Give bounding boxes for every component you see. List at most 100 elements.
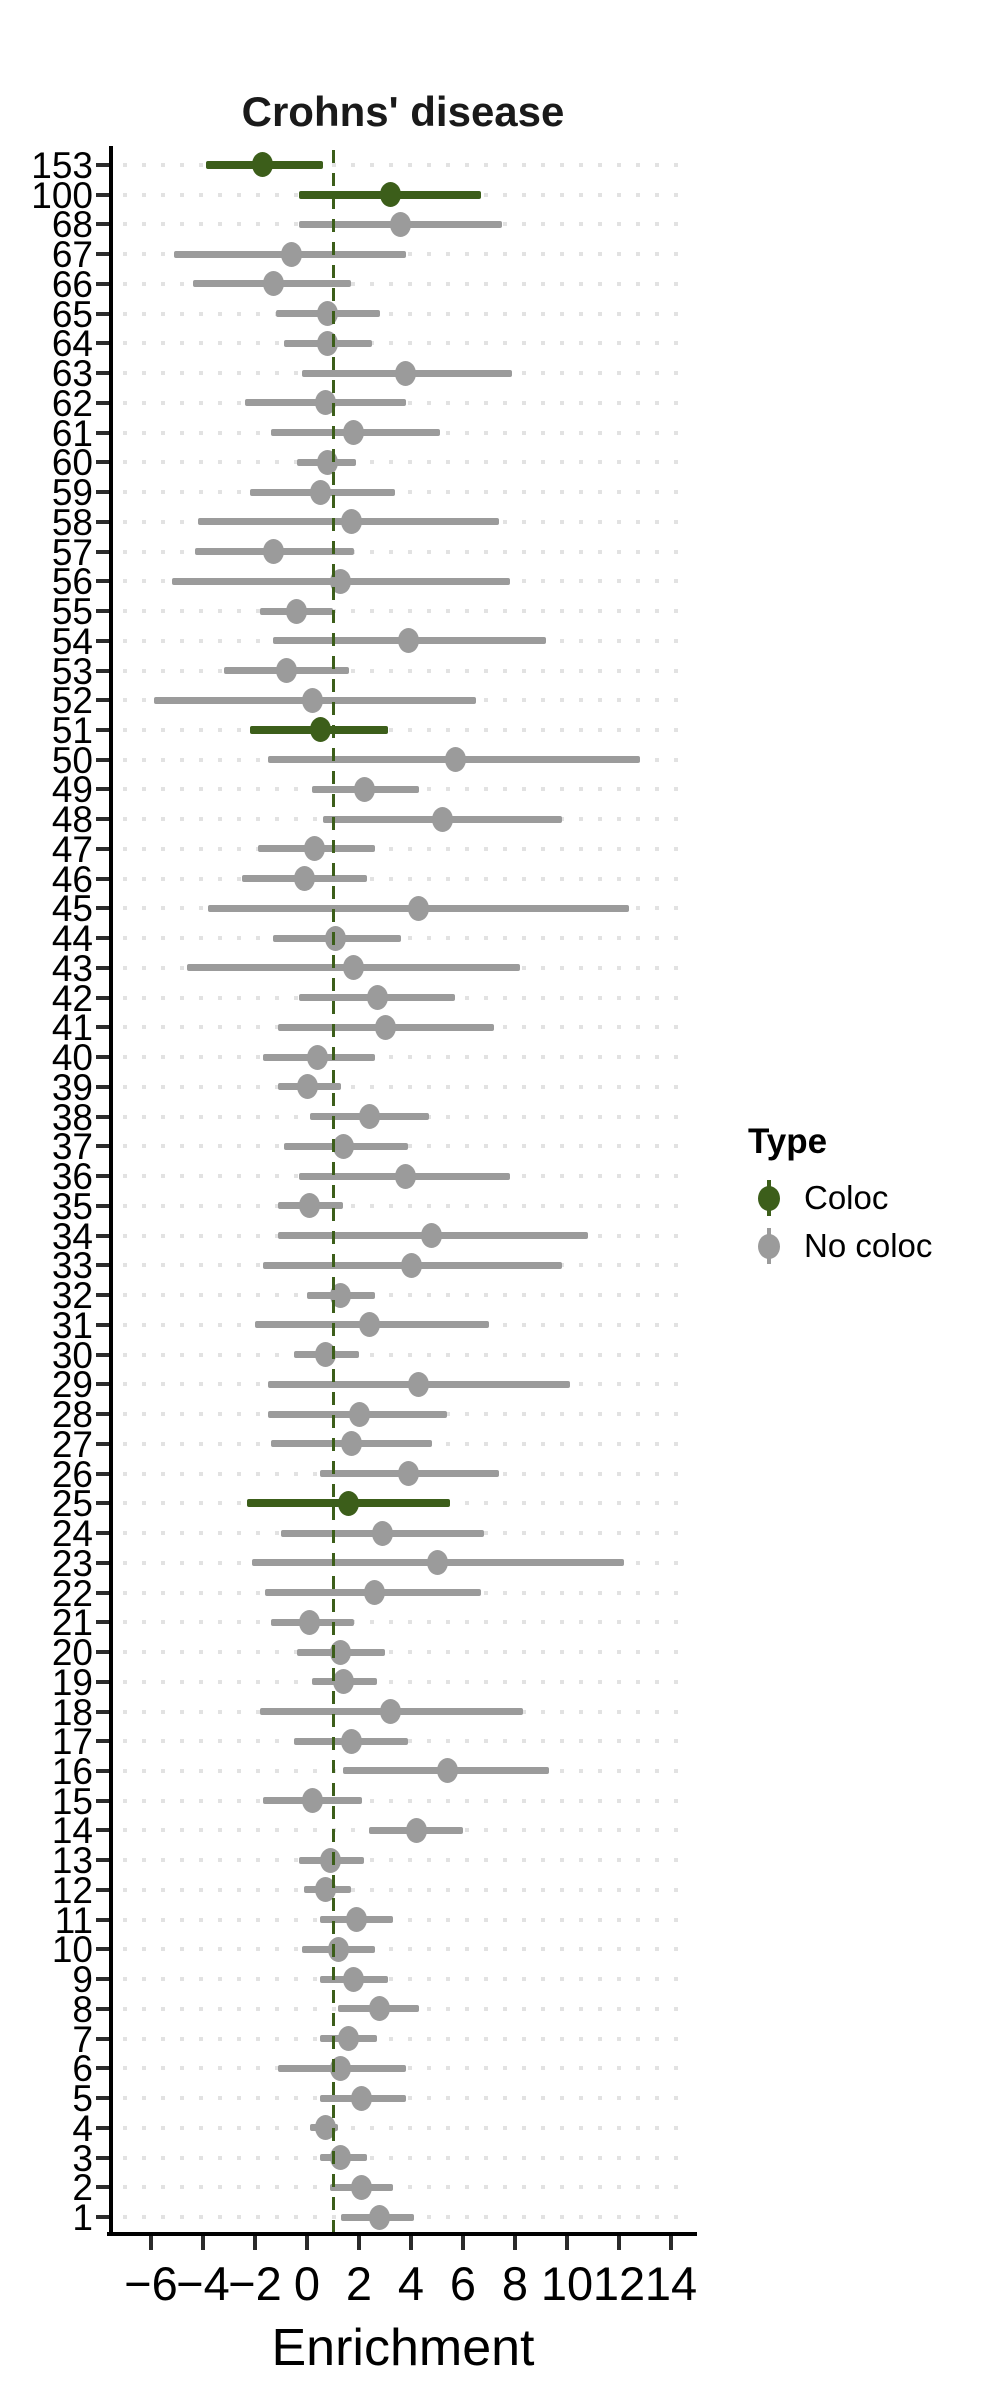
y-tick bbox=[96, 698, 109, 703]
point-estimate bbox=[408, 895, 430, 921]
grid-line bbox=[123, 609, 689, 613]
grid-line bbox=[123, 2066, 689, 2071]
y-axis-label: 32 bbox=[51, 1275, 93, 1317]
y-tick bbox=[96, 995, 109, 1000]
y-axis-label: 31 bbox=[51, 1304, 93, 1346]
y-tick bbox=[96, 2155, 109, 2160]
y-tick bbox=[96, 1293, 109, 1298]
x-tick-label: 8 bbox=[501, 2257, 529, 2310]
point-estimate bbox=[301, 1788, 323, 1814]
point-estimate bbox=[369, 2204, 391, 2230]
y-axis-label: 50 bbox=[51, 739, 93, 781]
y-tick bbox=[96, 1055, 109, 1060]
grid-line bbox=[123, 1887, 689, 1892]
y-axis-label: 66 bbox=[51, 263, 93, 305]
point-estimate bbox=[299, 1193, 321, 1219]
y-tick bbox=[96, 252, 109, 257]
grid-line bbox=[123, 936, 689, 941]
point-estimate bbox=[343, 420, 365, 446]
y-axis-label: 9 bbox=[72, 1959, 93, 2001]
point-estimate bbox=[330, 568, 352, 594]
coloc-key-dot bbox=[758, 1186, 780, 1211]
x-axis-line bbox=[107, 2232, 697, 2236]
y-tick bbox=[96, 1412, 109, 1417]
y-tick bbox=[96, 1263, 109, 1268]
point-estimate bbox=[314, 390, 336, 416]
point-estimate bbox=[317, 330, 339, 356]
y-axis-label: 59 bbox=[51, 472, 93, 514]
grid-line bbox=[123, 1798, 689, 1803]
grid-line bbox=[123, 1620, 689, 1625]
y-axis-label: 27 bbox=[51, 1423, 93, 1465]
legend-item-no-coloc: No coloc bbox=[748, 1226, 988, 1266]
x-tick bbox=[565, 2236, 569, 2250]
y-axis-label: 26 bbox=[51, 1453, 93, 1495]
y-tick bbox=[96, 2036, 109, 2041]
y-tick bbox=[96, 1917, 109, 1922]
y-tick bbox=[96, 281, 109, 286]
y-axis-label: 35 bbox=[51, 1185, 93, 1227]
y-tick bbox=[96, 1768, 109, 1773]
y-tick bbox=[96, 1144, 109, 1149]
point-estimate bbox=[330, 1282, 352, 1308]
y-tick bbox=[96, 1025, 109, 1030]
y-axis-label: 19 bbox=[51, 1661, 93, 1703]
grid-line bbox=[123, 341, 689, 346]
y-axis-label: 29 bbox=[51, 1364, 93, 1406]
point-estimate bbox=[306, 1044, 328, 1070]
y-tick bbox=[96, 757, 109, 762]
coloc-pointrange-icon bbox=[748, 1178, 790, 1218]
y-axis-label: 16 bbox=[51, 1750, 93, 1792]
grid-line bbox=[123, 460, 689, 465]
point-estimate bbox=[317, 301, 339, 327]
point-estimate bbox=[330, 2145, 352, 2171]
point-estimate bbox=[421, 1223, 443, 1249]
point-estimate bbox=[358, 1312, 380, 1338]
point-estimate bbox=[374, 1014, 396, 1040]
y-axis-label: 153 bbox=[31, 144, 93, 186]
grid-line bbox=[123, 252, 689, 257]
grid-line bbox=[123, 1679, 689, 1684]
y-tick bbox=[96, 1203, 109, 1208]
y-tick bbox=[96, 1352, 109, 1357]
y-tick bbox=[96, 1798, 109, 1803]
y-axis-label: 12 bbox=[51, 1869, 93, 1911]
y-tick bbox=[96, 1858, 109, 1863]
y-tick bbox=[96, 1084, 109, 1089]
point-estimate bbox=[343, 1966, 365, 1992]
y-axis-label: 23 bbox=[51, 1542, 93, 1584]
y-tick bbox=[96, 817, 109, 822]
y-axis-label: 41 bbox=[51, 1007, 93, 1049]
grid-line bbox=[123, 1293, 689, 1298]
y-axis-label: 63 bbox=[51, 353, 93, 395]
y-axis-label: 14 bbox=[51, 1810, 93, 1852]
point-estimate bbox=[340, 1431, 362, 1457]
point-estimate bbox=[379, 1699, 401, 1724]
y-tick bbox=[96, 906, 109, 911]
x-tick-label: 4 bbox=[397, 2257, 425, 2310]
point-estimate bbox=[371, 1520, 393, 1546]
point-estimate bbox=[262, 539, 284, 565]
y-axis-label: 7 bbox=[72, 2018, 93, 2060]
x-tick-label: 0 bbox=[293, 2257, 321, 2310]
point-estimate bbox=[408, 1371, 430, 1397]
y-tick bbox=[96, 1531, 109, 1536]
x-tick bbox=[513, 2236, 517, 2250]
grid-line bbox=[123, 2155, 689, 2160]
y-axis-label: 100 bbox=[31, 174, 93, 216]
grid-line bbox=[123, 549, 689, 554]
y-tick bbox=[96, 1650, 109, 1654]
y-axis-label: 38 bbox=[51, 1096, 93, 1138]
grid-line bbox=[123, 1917, 689, 1922]
y-axis-label: 65 bbox=[51, 293, 93, 335]
y-tick bbox=[96, 1174, 109, 1179]
grid-line bbox=[123, 1858, 689, 1863]
grid-line bbox=[123, 668, 689, 673]
y-axis-label: 20 bbox=[51, 1632, 93, 1673]
point-estimate bbox=[319, 1847, 341, 1873]
grid-line bbox=[123, 1055, 689, 1060]
y-axis-label: 45 bbox=[51, 888, 93, 930]
y-axis-label: 48 bbox=[51, 799, 93, 841]
point-estimate bbox=[309, 479, 331, 505]
y-axis-label: 24 bbox=[51, 1513, 93, 1555]
